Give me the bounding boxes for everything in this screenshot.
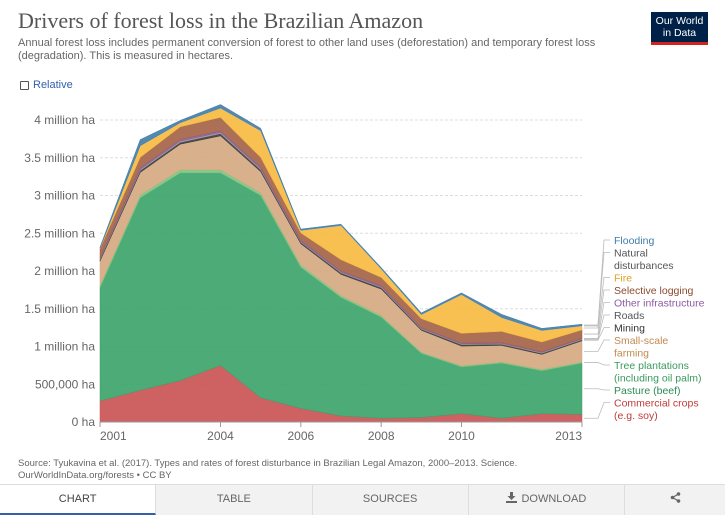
legend-label: Tree plantations [614,360,689,372]
legend-item: Mining [584,323,645,341]
x-tick-label: 2006 [287,429,314,443]
legend-label: disturbances [614,260,674,272]
y-tick-label: 500,000 ha [35,377,95,391]
x-tick-label: 2008 [368,429,395,443]
tab-share[interactable] [625,485,725,515]
legend-item: Pasture (beef) [584,385,681,397]
legend-label: Pasture (beef) [614,385,681,397]
y-tick-label: 2.5 million ha [24,226,95,240]
legend-item: Selective logging [584,285,694,335]
tab-sources[interactable]: SOURCES [313,485,469,515]
y-axis-ticks: 0 ha 500,000 ha 1 million ha 1.5 million ha… [24,113,95,429]
x-tick-label: 2004 [207,429,234,443]
legend-label: Roads [614,310,644,322]
tab-download[interactable]: DOWNLOAD [469,485,625,515]
legend-label: Selective logging [614,285,694,297]
legend-connector [584,277,610,329]
legend: FloodingNaturaldisturbancesFireSelective… [584,235,705,422]
tab-chart[interactable]: CHART [0,485,157,515]
legend-item: Roads [584,310,644,340]
legend-item: Other infrastructure [584,298,705,339]
area-series [99,104,583,423]
x-tick-label: 2010 [448,429,475,443]
legend-label: Other infrastructure [614,298,705,310]
share-icon [670,492,680,503]
legend-label: Mining [614,323,645,335]
logo-line-1: Our World [655,15,704,27]
chart-title: Drivers of forest loss in the Brazilian … [18,8,424,33]
legend-label: Fire [614,273,632,285]
legend-label: Flooding [614,235,654,247]
x-tick-label: 2013 [555,429,582,443]
source-note: Source: Tyukavina et al. (2017). Types a… [18,458,517,482]
legend-item: Fire [584,273,632,329]
y-tick-label: 1 million ha [34,340,95,354]
area-flooding [99,104,583,331]
legend-item: Tree plantations(including oil palm) [584,360,702,385]
legend-label: farming [614,348,649,360]
legend-label: Small-scale [614,335,668,347]
chart-subtitle: Annual forest loss includes permanent co… [18,37,596,62]
stacked-area-chart: 0 ha 500,000 ha 1 million ha 1.5 million ha… [24,104,705,443]
bottom-tab-bar: CHART TABLE SOURCES DOWNLOAD [0,484,725,515]
relative-toggle[interactable]: Relative [20,79,73,91]
source-line-2[interactable]: OurWorldInData.org/forests • CC BY [18,470,172,481]
legend-label: Commercial crops [614,398,699,410]
tab-chart-label: CHART [58,493,97,505]
logo-accent-bar [651,42,708,45]
legend-connector [584,388,610,391]
legend-connector [584,302,610,339]
legend-item: Flooding [584,235,654,326]
source-line-1: Source: Tyukavina et al. (2017). Types a… [18,458,518,469]
y-tick-label: 3.5 million ha [24,151,95,165]
legend-label: Natural [614,248,648,260]
owid-logo[interactable]: Our World in Data [651,12,708,45]
y-tick-label: 2 million ha [34,264,95,278]
relative-label: Relative [33,79,73,91]
legend-label: (including oil palm) [614,373,702,385]
tab-download-label: DOWNLOAD [521,493,587,505]
legend-label: (e.g. soy) [614,410,658,422]
legend-connector [584,327,610,341]
legend-connector [584,362,610,366]
legend-item: Commercial crops(e.g. soy) [584,398,699,422]
y-tick-label: 3 million ha [34,189,95,203]
x-axis: 2001 2004 2006 2008 2010 2013 [99,421,583,443]
y-tick-label: 1.5 million ha [24,302,95,316]
tab-sources-label: SOURCES [362,493,418,505]
legend-connector [584,239,610,326]
download-icon [506,492,518,503]
x-tick-label: 2001 [100,429,127,443]
relative-checkbox[interactable] [20,80,29,90]
y-tick-label: 0 ha [72,415,96,429]
legend-connector [584,314,610,340]
logo-line-2: in Data [662,27,697,39]
tab-table-label: TABLE [216,493,251,505]
legend-connector [584,402,610,419]
y-tick-label: 4 million ha [34,113,95,127]
legend-connector [584,289,610,335]
legend-connector [584,252,610,327]
legend-connector [584,339,610,352]
tab-table[interactable]: TABLE [156,485,313,515]
